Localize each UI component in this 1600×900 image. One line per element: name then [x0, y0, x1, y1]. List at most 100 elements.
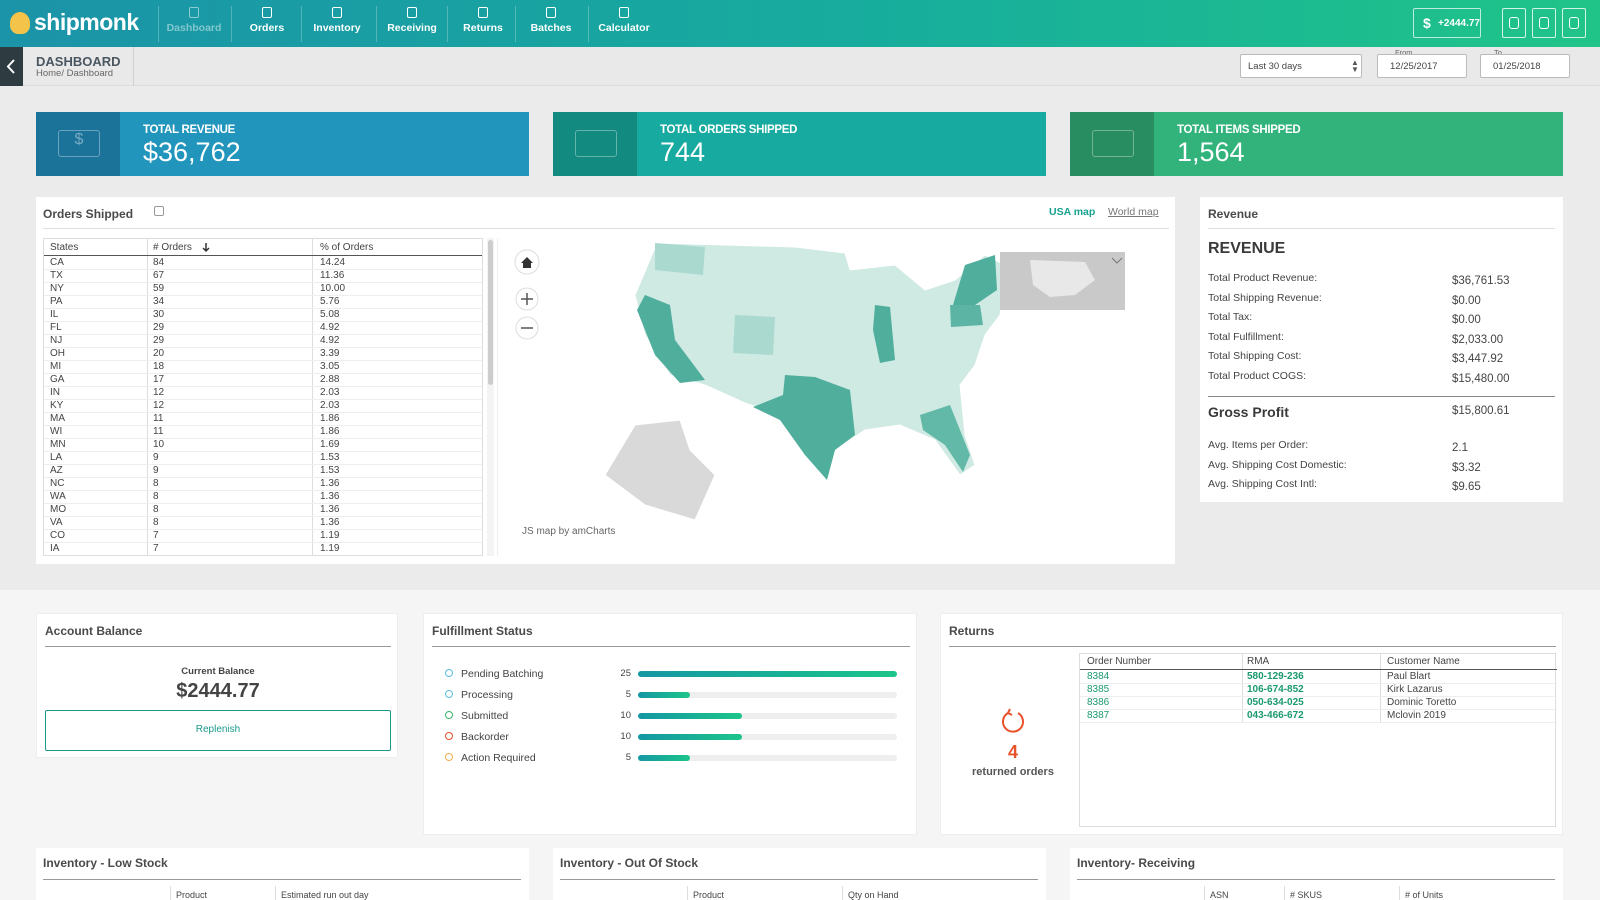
bar — [638, 713, 742, 719]
cell: 14.24 — [320, 257, 346, 268]
cell: 3.39 — [320, 348, 340, 359]
column-header: Product — [176, 890, 208, 900]
kpi-value: 1,564 — [1177, 137, 1245, 167]
orders-table[interactable]: States # Orders % of Orders CA 84 14.24 TX 67 11… — [43, 238, 483, 556]
sort-arrow — [202, 243, 210, 253]
cell: 4.92 — [320, 322, 340, 333]
inventory-panel: Inventory- Receiving ASN # SKUS # of Units — [1070, 848, 1563, 900]
header-line — [44, 255, 482, 256]
back-button[interactable] — [0, 47, 23, 86]
nav-icon — [262, 7, 272, 18]
bar — [638, 671, 897, 677]
map-tab[interactable]: USA map — [1049, 206, 1096, 218]
separator — [1208, 396, 1555, 397]
panel-title: Returns — [949, 624, 995, 638]
status-icon — [445, 669, 453, 677]
cell: IA — [50, 543, 60, 554]
state-ny — [953, 255, 997, 305]
row-line — [1080, 722, 1557, 723]
status-label: Backorder — [461, 731, 509, 743]
cell: AZ — [50, 465, 63, 476]
button-label[interactable]: Replenish — [195, 724, 241, 735]
rma: 106-674-852 — [1247, 684, 1304, 695]
cell: 1.36 — [320, 517, 340, 528]
column-header: Estimated run out day — [281, 890, 369, 900]
cell: OH — [50, 348, 65, 359]
bar-track — [638, 734, 897, 740]
row-line — [44, 347, 482, 348]
row-line — [44, 516, 482, 517]
nav-separator — [515, 6, 516, 42]
cell: 10.00 — [320, 283, 346, 294]
select-arrows[interactable]: ▲ ▼ — [1351, 58, 1359, 74]
column-header: # SKUS — [1290, 890, 1323, 900]
cell: MI — [50, 361, 62, 372]
cell: MN — [50, 439, 66, 450]
cell: 4.92 — [320, 335, 340, 346]
cell: 5.76 — [320, 296, 340, 307]
row-line — [44, 451, 482, 452]
nav-icon — [189, 7, 199, 18]
cell: 1.36 — [320, 504, 340, 515]
order-number: 8387 — [1087, 710, 1110, 721]
customer-name: Mclovin 2019 — [1387, 710, 1446, 721]
cell: LA — [50, 452, 63, 463]
cell: 12 — [153, 400, 165, 411]
inset-toggle[interactable] — [1111, 257, 1123, 264]
arrow — [202, 243, 210, 253]
state-pa — [950, 305, 983, 327]
icon-glyph — [1509, 17, 1519, 29]
icon-button[interactable] — [1502, 8, 1526, 38]
nav-item[interactable]: Receiving — [387, 22, 437, 34]
column-header: % of Orders — [320, 242, 374, 253]
range-select[interactable]: Last 30 days ▲ ▼ — [1240, 54, 1362, 78]
status-label: Action Required — [461, 752, 536, 764]
panel-title: Account Balance — [45, 624, 143, 638]
nav-item[interactable]: Returns — [463, 22, 503, 34]
revenue-label: Total Tax: — [1208, 311, 1253, 323]
revenue-value: $2,033.00 — [1452, 333, 1504, 346]
icon-glyph — [1539, 17, 1549, 29]
map-tab[interactable]: World map — [1108, 206, 1159, 218]
cell: 10 — [153, 439, 165, 450]
to-date[interactable]: 01/25/2018 — [1480, 54, 1570, 78]
returns-table[interactable]: Order Number RMA Customer Name 8384 580-129-… — [1079, 653, 1557, 827]
nav-item[interactable]: Inventory — [313, 22, 361, 34]
row-line — [44, 386, 482, 387]
nav-item[interactable]: Calculator — [598, 22, 650, 34]
row-line — [44, 373, 482, 374]
row-line — [44, 490, 482, 491]
separator — [43, 879, 521, 880]
divider — [133, 47, 134, 86]
kpi-card: TOTAL ITEMS SHIPPED 1,564 — [1070, 112, 1563, 176]
cell: 7 — [153, 530, 159, 541]
column-header: Qty on Hand — [848, 890, 899, 900]
nav-item[interactable]: Dashboard — [166, 22, 222, 34]
icon-button[interactable] — [1532, 8, 1556, 38]
nav-item[interactable]: Orders — [249, 22, 285, 34]
nav-separator — [301, 6, 302, 42]
cell: 7 — [153, 543, 159, 554]
icon-glyph — [1569, 17, 1579, 29]
kpi-label: TOTAL ORDERS SHIPPED — [660, 124, 798, 136]
balance-button[interactable]: $ +2444.77 — [1413, 8, 1481, 38]
column-line — [170, 886, 171, 900]
nav-item[interactable]: Batches — [530, 22, 572, 34]
row-line — [44, 282, 482, 283]
status-label: Processing — [461, 689, 513, 701]
cell: KY — [50, 400, 64, 411]
cell: 34 — [153, 296, 165, 307]
average-value: $3.32 — [1452, 461, 1481, 474]
cell: 1.86 — [320, 413, 340, 424]
cell: TX — [50, 270, 63, 281]
from-date[interactable]: 12/25/2017 — [1377, 54, 1467, 78]
row-line — [44, 360, 482, 361]
column-line — [1399, 886, 1400, 900]
to-label: To — [1494, 48, 1502, 57]
separator — [1077, 879, 1555, 880]
icon-button[interactable] — [1562, 8, 1586, 38]
to-value: 01/25/2018 — [1493, 61, 1541, 72]
cell: 1.36 — [320, 491, 340, 502]
replenish-button[interactable]: Replenish — [45, 710, 391, 751]
column-line — [147, 239, 148, 555]
